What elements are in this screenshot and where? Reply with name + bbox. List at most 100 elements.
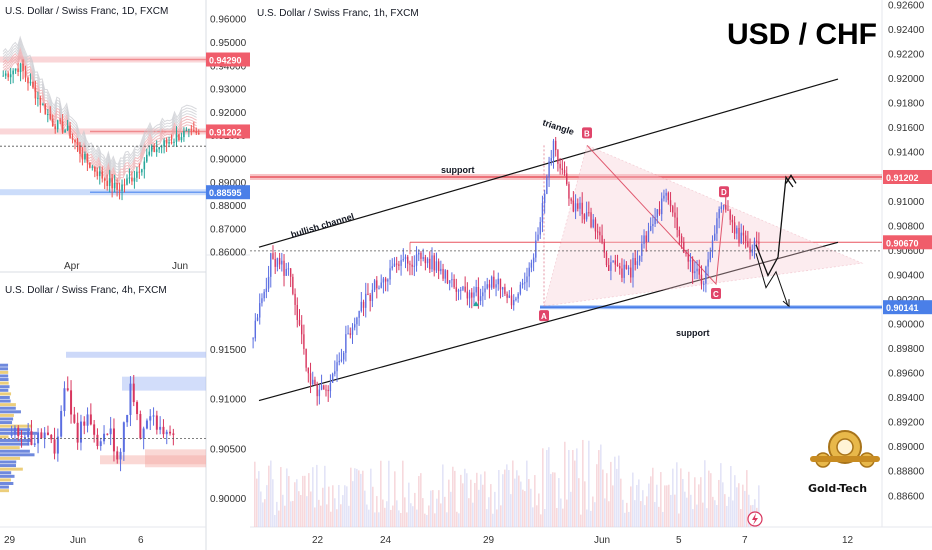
h1-candle bbox=[722, 205, 725, 207]
h1-volume-bar bbox=[460, 474, 462, 527]
daily-y-tick-label: 0.93000 bbox=[210, 85, 247, 96]
h1-candle bbox=[402, 259, 404, 261]
daily-ma-ribbon-line bbox=[2, 41, 197, 171]
h1-candle bbox=[508, 295, 511, 298]
h4-candle bbox=[23, 436, 26, 438]
h4-candle bbox=[40, 432, 43, 439]
h1-volume-bar bbox=[272, 479, 274, 527]
h1-candle bbox=[663, 195, 665, 199]
h1-volume-bar bbox=[446, 512, 448, 527]
h1-volume-bar bbox=[654, 502, 656, 527]
h1-candle bbox=[349, 333, 351, 335]
daily-y-tick-label: 0.88000 bbox=[210, 201, 247, 212]
h1-volume-bar bbox=[450, 491, 452, 527]
h1-candle bbox=[303, 334, 305, 349]
h1-candle bbox=[694, 271, 696, 274]
h4-volume-profile-bar bbox=[0, 417, 14, 421]
h1-candle bbox=[667, 192, 670, 201]
h1-volume-bar bbox=[560, 498, 562, 527]
h1-candle bbox=[499, 278, 502, 290]
daily-candle bbox=[24, 71, 27, 78]
h1-volume-bar bbox=[360, 473, 362, 527]
h1-candle bbox=[625, 264, 628, 269]
h1-candle bbox=[632, 258, 634, 278]
h1-price-label-bg bbox=[883, 169, 932, 184]
daily-y-tick-label: 0.94000 bbox=[210, 61, 247, 72]
h1-y-tick-label: 0.88600 bbox=[888, 491, 925, 502]
h1-candle bbox=[351, 327, 354, 335]
h1-candle bbox=[400, 260, 402, 266]
h4-volume-profile-bar bbox=[0, 363, 9, 367]
daily-candle bbox=[27, 77, 29, 84]
daily-candle bbox=[121, 184, 123, 191]
h1-candle bbox=[426, 258, 429, 264]
h1-candle bbox=[294, 293, 296, 305]
h1-candle bbox=[559, 163, 561, 169]
h1-candle bbox=[300, 324, 303, 335]
pattern-point-a-label: A bbox=[541, 312, 547, 321]
h1-candle bbox=[687, 253, 689, 262]
daily-candle bbox=[111, 178, 113, 189]
daily-candle bbox=[81, 153, 84, 160]
h4-volume-profile-bar bbox=[0, 424, 33, 428]
h1-candle bbox=[252, 338, 254, 340]
pattern-point-a-marker bbox=[539, 310, 549, 322]
h1-candle bbox=[466, 291, 469, 299]
h1-volume-bar bbox=[570, 491, 572, 527]
h1-volume-bar bbox=[370, 468, 372, 527]
h4-candle bbox=[162, 426, 165, 435]
h4-candle bbox=[106, 433, 109, 435]
daily-chart-panel[interactable]: 0.960000.950000.940000.930000.920000.910… bbox=[0, 15, 250, 272]
daily-candle bbox=[39, 97, 42, 106]
h4-volume-profile-bar bbox=[0, 421, 13, 425]
h1-candle bbox=[429, 258, 431, 270]
daily-candle bbox=[113, 182, 116, 189]
h1-volume-bar bbox=[484, 471, 486, 527]
daily-candle bbox=[188, 129, 190, 131]
h1-candle bbox=[391, 266, 393, 269]
h1-volume-bar bbox=[632, 472, 634, 527]
h1-volume-bar bbox=[510, 494, 512, 527]
h4-candle bbox=[132, 383, 135, 403]
h1-volume-bar bbox=[758, 485, 760, 527]
h1-volume-bar bbox=[388, 460, 390, 527]
h4-chart-panel[interactable]: 0.91500 0.91000 0.90500 0.90000 29 Jun 6 bbox=[0, 345, 247, 546]
h1-volume-bar bbox=[724, 494, 726, 527]
h1-volume-bar bbox=[436, 498, 438, 527]
h4-volume-profile-bar bbox=[0, 378, 9, 382]
daily-ma-ribbon-line bbox=[2, 38, 197, 168]
h1-candle bbox=[700, 274, 703, 284]
daily-candle bbox=[54, 126, 57, 130]
h1-y-tick-label: 0.91600 bbox=[888, 123, 925, 134]
h4-volume-profile-bar bbox=[0, 449, 30, 453]
h4-candle bbox=[149, 416, 152, 421]
h1-volume-bar bbox=[438, 490, 440, 527]
daily-candle bbox=[180, 137, 183, 141]
h1-candle bbox=[753, 240, 756, 250]
h1-candle bbox=[731, 219, 734, 223]
h1-volume-bar bbox=[414, 492, 416, 527]
h1-volume-bar bbox=[270, 460, 272, 527]
h1-volume-bar bbox=[736, 487, 738, 527]
h1-chart-panel[interactable]: 0.92600 0.92400 0.92200 0.92000 0.91800 0.916… bbox=[250, 0, 932, 546]
h1-candle bbox=[327, 389, 329, 392]
lightning-icon[interactable] bbox=[747, 511, 763, 527]
h1-candle bbox=[331, 373, 334, 383]
daily-candle bbox=[175, 134, 178, 142]
h1-volume-bar bbox=[416, 509, 418, 527]
h4-candle bbox=[155, 415, 158, 430]
h1-candle bbox=[537, 234, 539, 241]
h1-candle bbox=[413, 265, 416, 267]
h1-candle bbox=[254, 320, 257, 339]
h1-volume-bar bbox=[418, 476, 420, 527]
h1-candle bbox=[647, 230, 650, 242]
h1-y-tick-label: 0.89000 bbox=[888, 442, 925, 453]
h1-candle bbox=[548, 161, 550, 178]
h1-x-tick-label: 12 bbox=[842, 535, 854, 546]
daily-candle bbox=[103, 178, 106, 181]
h1-volume-bar bbox=[706, 508, 708, 527]
h1-candle bbox=[676, 217, 678, 230]
h1-volume-bar bbox=[280, 467, 282, 527]
daily-y-tick-label: 0.86000 bbox=[210, 248, 247, 259]
h1-volume-bar bbox=[520, 481, 522, 527]
